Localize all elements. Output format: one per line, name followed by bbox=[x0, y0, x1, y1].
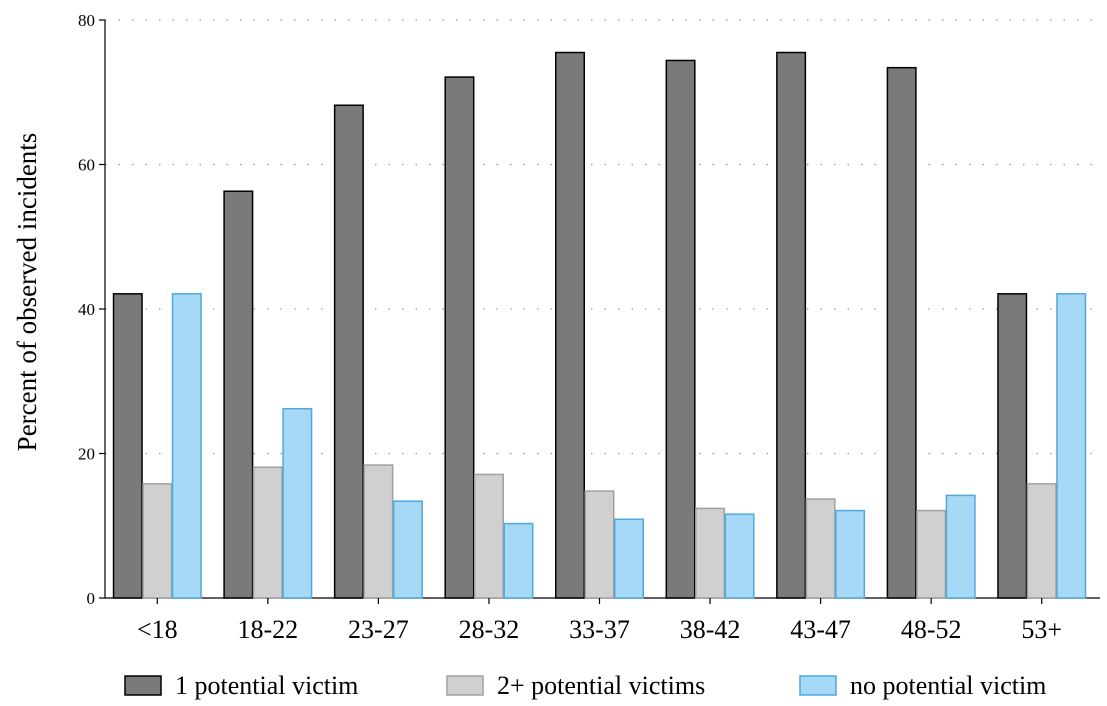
legend-label: 2+ potential victims bbox=[497, 671, 705, 700]
y-axis-label: Percent of observed incidents bbox=[12, 133, 42, 452]
y-tick-label: 20 bbox=[78, 445, 95, 464]
bar bbox=[835, 509, 866, 599]
legend: 1 potential victim 2+ potential victims no… bbox=[124, 671, 1046, 700]
y-tick-label: 0 bbox=[87, 589, 96, 608]
bar bbox=[444, 76, 475, 599]
x-category-label: <18 bbox=[137, 615, 178, 644]
x-category-labels: <18 18-22 23-27 28-32 33-37 38-42 43-47 48-52 53… bbox=[137, 598, 1062, 644]
bar bbox=[223, 190, 254, 599]
bar bbox=[112, 293, 143, 599]
bar bbox=[1056, 293, 1087, 599]
legend-swatch bbox=[799, 675, 837, 696]
legend-item: 2+ potential victims bbox=[446, 671, 705, 700]
x-category-label: 48-52 bbox=[901, 615, 962, 644]
bars bbox=[112, 51, 1087, 599]
x-category-label: 33-37 bbox=[569, 615, 630, 644]
bar bbox=[282, 407, 313, 599]
bar bbox=[916, 509, 947, 599]
y-tick-label: 80 bbox=[78, 11, 95, 30]
x-category-label: 53+ bbox=[1021, 615, 1062, 644]
bar bbox=[805, 498, 836, 599]
x-category-label: 23-27 bbox=[348, 615, 409, 644]
legend-swatch bbox=[124, 675, 162, 696]
bar bbox=[1026, 483, 1057, 599]
bar bbox=[473, 473, 504, 599]
bar bbox=[503, 522, 534, 599]
bar bbox=[945, 494, 976, 599]
bar bbox=[555, 51, 585, 599]
bar bbox=[886, 66, 917, 599]
x-category-label: 43-47 bbox=[790, 615, 851, 644]
legend-swatch bbox=[446, 675, 484, 696]
bar bbox=[171, 293, 202, 599]
bar bbox=[665, 59, 696, 599]
bar bbox=[695, 507, 726, 599]
gridlines bbox=[105, 19, 1100, 455]
legend-label: 1 potential victim bbox=[175, 671, 358, 700]
x-category-label: 18-22 bbox=[237, 615, 298, 644]
y-tick-label: 40 bbox=[78, 300, 95, 319]
bar bbox=[252, 466, 283, 599]
bar bbox=[724, 513, 755, 599]
bar bbox=[363, 464, 394, 599]
legend-label: no potential victim bbox=[850, 671, 1046, 700]
bar bbox=[333, 104, 364, 599]
y-ticks: 0 20 40 60 80 bbox=[78, 11, 105, 608]
x-category-label: 28-32 bbox=[459, 615, 520, 644]
bar bbox=[392, 500, 423, 599]
bar bbox=[614, 518, 644, 599]
legend-item: no potential victim bbox=[799, 671, 1046, 700]
bar bbox=[997, 293, 1028, 599]
x-category-label: 38-42 bbox=[680, 615, 741, 644]
bar bbox=[776, 51, 807, 599]
legend-item: 1 potential victim bbox=[124, 671, 358, 700]
bar bbox=[142, 483, 173, 599]
y-tick-label: 60 bbox=[78, 156, 95, 175]
bar bbox=[584, 490, 615, 599]
